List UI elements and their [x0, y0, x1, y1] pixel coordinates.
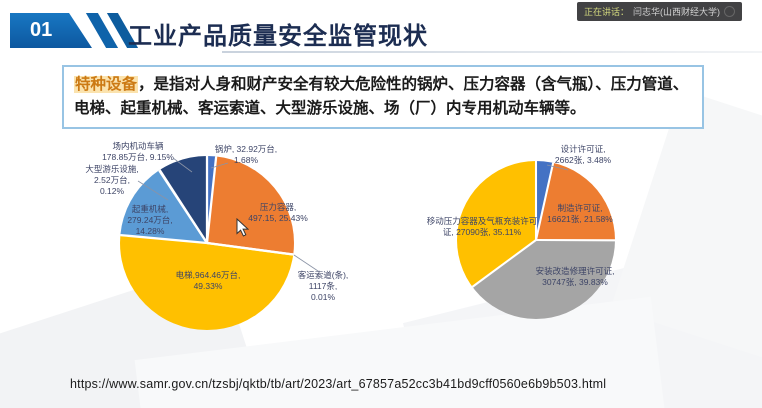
meeting-logo-icon — [724, 6, 735, 17]
pie-label-manufacture-license: 制造许可证, 16621张, 21.58% — [547, 203, 613, 225]
pie-label-passenger-ropeway: 客运索道(条), 1117条, 0.01% — [297, 270, 349, 303]
mouse-cursor-icon — [236, 218, 249, 237]
pie-label-pressure-vessel: 压力容器, 497.15, 25.43% — [248, 202, 308, 224]
slide-title: 工业产品质量安全监管现状 — [128, 23, 428, 50]
section-number-badge: 01 — [10, 13, 92, 48]
highlight-term: 特种设备 — [74, 76, 139, 93]
pie-label-crane: 起重机械, 279.24万台, 14.28% — [127, 204, 173, 237]
pie-label-boiler: 锅炉, 32.92万台, 1.68% — [214, 144, 278, 166]
pie-label-elevator: 电梯,964.46万台, 49.33% — [175, 270, 241, 292]
speaker-name: 闫志华(山西财经大学) — [633, 7, 720, 17]
pie-label-factory-vehicles: 场内机动车辆 178.85万台, 9.15% — [102, 141, 174, 163]
pie-label-install-repair-license: 安装改造修理许可证, 30747张, 39.83% — [535, 266, 615, 288]
meeting-speaking-bar: 正在讲话： 闫志华(山西财经大学) — [576, 2, 742, 21]
pie-label-mobile-vessel-license: 移动压力容器及气瓶充装许可 证, 27090张, 35.11% — [426, 216, 538, 238]
pie-chart-licenses — [457, 161, 615, 319]
source-url[interactable]: https://www.samr.gov.cn/tzsbj/qktb/tb/ar… — [70, 377, 607, 391]
pie-slice-separators — [471, 161, 615, 288]
pie-label-design-license: 设计许可证, 2662张, 3.48% — [554, 144, 612, 166]
definition-text: ，是指对人身和财产安全有较大危险性的锅炉、压力容器（含气瓶）、压力管道、电梯、起… — [74, 76, 689, 118]
pie-label-amusement-rides: 大型游乐设施, 2.52万台, 0.12% — [85, 164, 139, 197]
definition-box: 特种设备，是指对人身和财产安全有较大危险性的锅炉、压力容器（含气瓶）、压力管道、… — [62, 65, 704, 130]
speaking-label: 正在讲话： — [583, 7, 629, 17]
title-underline — [222, 51, 762, 53]
